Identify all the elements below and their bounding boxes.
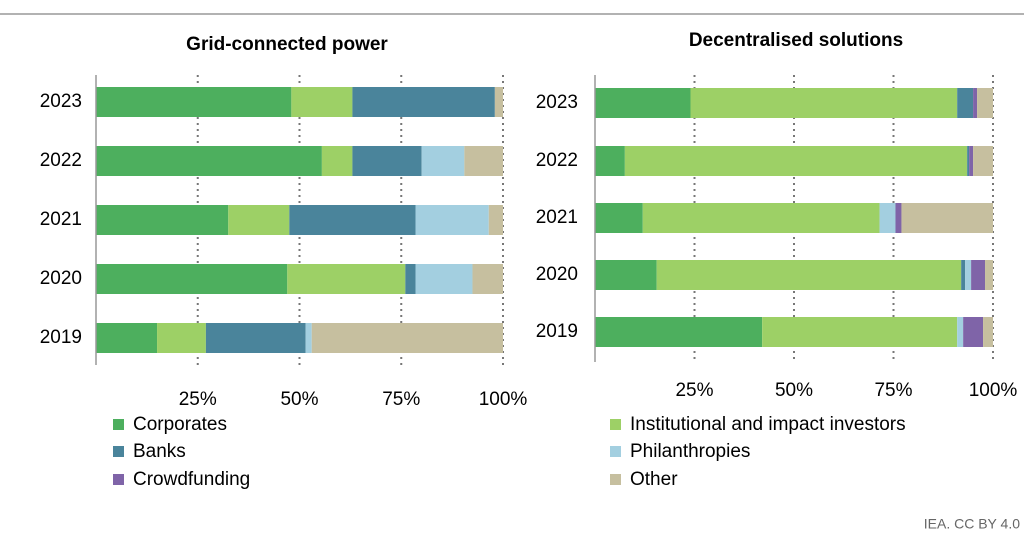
legend-label: Institutional and impact investors (630, 414, 906, 435)
bar-segment (957, 317, 964, 347)
y-tick-label: 2021 (536, 207, 578, 228)
bar-segment (879, 203, 896, 233)
bar-segment (321, 146, 353, 176)
bar-segment (472, 264, 503, 294)
bar-segment (157, 323, 206, 353)
bar-segment (895, 203, 902, 233)
bar-segment (405, 264, 416, 294)
bar-segment (595, 317, 763, 347)
x-tick-label: 75% (382, 389, 420, 410)
bar-segment (985, 260, 993, 290)
bar-segment (762, 317, 958, 347)
bar-segment (421, 146, 465, 176)
bar-segment (624, 146, 968, 176)
bar-segment (415, 264, 473, 294)
bar-segment (228, 205, 290, 235)
source: IEA. CC BY 4.0 (924, 516, 1020, 532)
chart-title: Decentralised solutions (689, 30, 903, 51)
x-tick-label: 25% (179, 389, 217, 410)
y-tick-label: 2023 (40, 91, 82, 112)
bar-segment (96, 323, 158, 353)
bar-segment (311, 323, 503, 353)
bar-segment (289, 205, 416, 235)
bar-segment (957, 88, 974, 118)
chart-title: Grid-connected power (186, 34, 388, 55)
bar-segment (901, 203, 993, 233)
bar-segment (352, 87, 495, 117)
bar-segment (96, 146, 322, 176)
bar-segment (494, 87, 503, 117)
bar-segment (963, 317, 984, 347)
legend-label: Other (630, 469, 678, 490)
bar-segment (977, 88, 993, 118)
y-tick-label: 2022 (40, 150, 82, 171)
bar-segment (983, 317, 993, 347)
x-tick-label: 100% (479, 389, 528, 410)
bar-segment (291, 87, 353, 117)
y-tick-label: 2019 (536, 321, 578, 342)
y-tick-label: 2020 (536, 264, 578, 285)
bar-segment (205, 323, 306, 353)
legend-swatch (113, 474, 124, 485)
x-tick-label: 75% (874, 380, 912, 401)
bar-segment (305, 323, 312, 353)
x-tick-label: 50% (280, 389, 318, 410)
y-tick-label: 2023 (536, 92, 578, 113)
bar-segment (96, 87, 292, 117)
bar-segment (961, 260, 966, 290)
legend-label: Philanthropies (630, 441, 750, 462)
bar-segment (965, 260, 972, 290)
bar-segment (595, 146, 625, 176)
bar-segment (595, 203, 643, 233)
legend-label: Crowdfunding (133, 469, 250, 490)
bar-segment (690, 88, 958, 118)
bar-segment (656, 260, 962, 290)
legend-swatch (113, 419, 124, 430)
bar-segment (967, 146, 970, 176)
bar-segment (595, 88, 691, 118)
legend-label: Corporates (133, 414, 227, 435)
bar-segment (969, 146, 974, 176)
legend-swatch (610, 474, 621, 485)
y-tick-label: 2019 (40, 327, 82, 348)
y-tick-label: 2021 (40, 209, 82, 230)
bar-segment (971, 260, 986, 290)
bar-segment (488, 205, 503, 235)
bar-segment (415, 205, 489, 235)
x-tick-label: 25% (675, 380, 713, 401)
bar-segment (973, 146, 993, 176)
bar-segment (973, 88, 978, 118)
bar-segment (352, 146, 422, 176)
x-tick-label: 100% (969, 380, 1018, 401)
bar-segment (96, 205, 229, 235)
x-tick-label: 50% (775, 380, 813, 401)
legend-swatch (113, 446, 124, 457)
legend-label: Banks (133, 441, 186, 462)
bar-segment (642, 203, 880, 233)
bar-segment (96, 264, 288, 294)
bar-segment (464, 146, 503, 176)
legend-swatch (610, 446, 621, 457)
y-tick-label: 2020 (40, 268, 82, 289)
y-tick-label: 2022 (536, 150, 578, 171)
legend-swatch (610, 419, 621, 430)
bar-segment (287, 264, 406, 294)
bar-segment (595, 260, 657, 290)
